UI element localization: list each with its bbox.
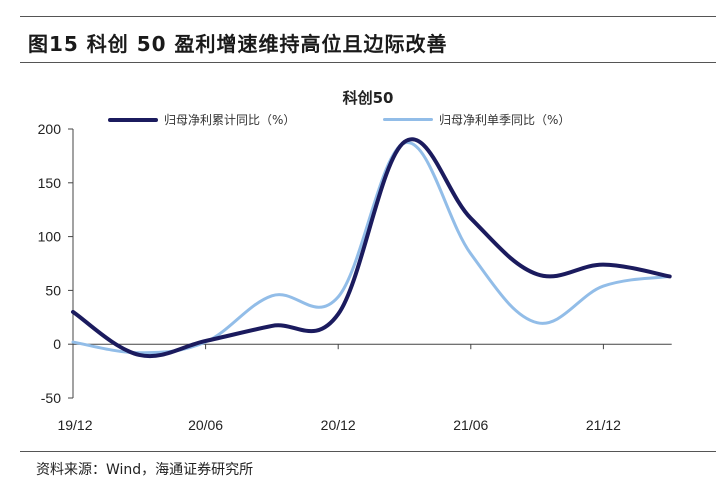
x-tick-label: 20/12 — [321, 417, 356, 433]
source-rule — [20, 451, 716, 452]
legend-label-cumulative: 归母净利累计同比（%） — [164, 113, 296, 127]
x-tick-label: 21/12 — [586, 417, 621, 433]
x-tick-label: 21/06 — [453, 417, 488, 433]
series-quarterly-line — [71, 141, 672, 355]
legend-item-quarterly: 归母净利单季同比（%） — [383, 111, 570, 128]
y-tick-label: 50 — [45, 282, 61, 298]
source-note: 资料来源：Wind，海通证券研究所 — [36, 462, 254, 478]
y-tick-label: 150 — [38, 175, 62, 191]
y-tick-label: -50 — [41, 390, 61, 406]
x-tick-label: 20/06 — [188, 417, 223, 433]
x-tick-label: 19/12 — [57, 417, 92, 433]
legend-swatch-dark — [108, 117, 158, 122]
legend-swatch-light — [383, 118, 433, 121]
chart-title: 科创50 — [342, 89, 394, 107]
legend-item-cumulative: 归母净利累计同比（%） — [108, 111, 295, 128]
y-tick-label: 100 — [38, 229, 62, 245]
legend-label-quarterly: 归母净利单季同比（%） — [439, 113, 571, 127]
figure-title: 图15 科创 50 盈利增速维持高位且边际改善 — [28, 32, 448, 56]
y-tick-label: 200 — [38, 121, 62, 137]
title-rule — [20, 62, 716, 63]
top-rule — [20, 16, 716, 17]
y-tick-label: 0 — [53, 336, 61, 352]
series-cumulative-line — [71, 137, 672, 359]
